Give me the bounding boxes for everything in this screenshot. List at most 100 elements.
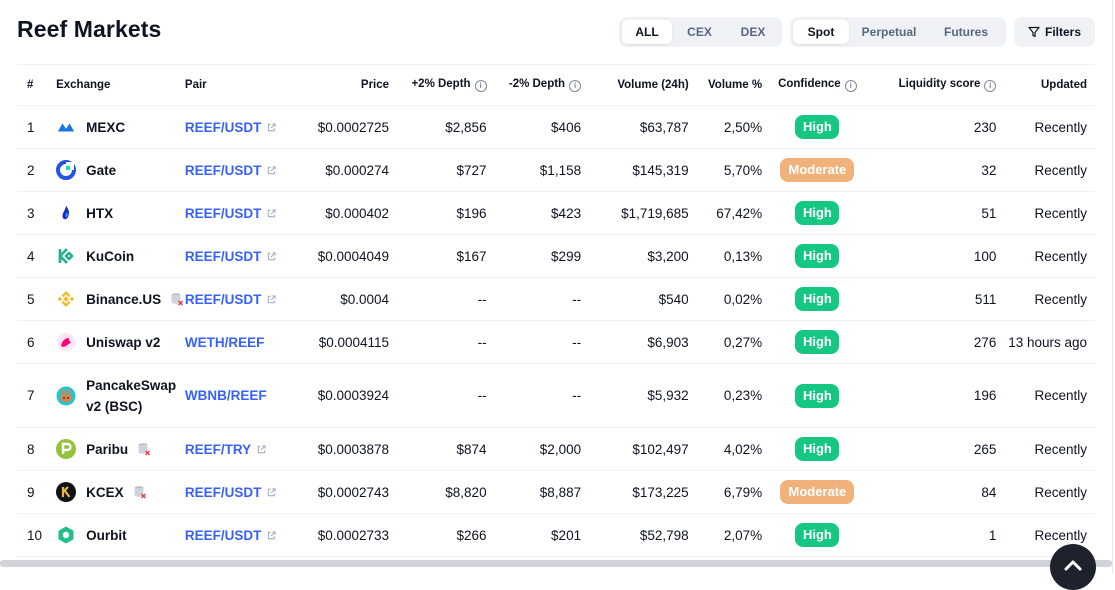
pair-cell[interactable]: WBNB/REEF: [184, 363, 284, 428]
horizontal-scrollbar[interactable]: [0, 560, 1112, 567]
external-link-icon[interactable]: [267, 166, 277, 175]
exchange-cell[interactable]: MEXC: [34, 105, 185, 149]
pair-link[interactable]: WETH/REEF: [184, 334, 265, 350]
paribu-logo-icon: [56, 439, 77, 459]
exchange-name[interactable]: Gate: [86, 162, 117, 178]
info-icon[interactable]: i: [474, 80, 487, 92]
tab-dex[interactable]: DEX: [740, 25, 766, 39]
table-row[interactable]: 4 KuCoin REEF/USDT $0.0004049 $167 $299 $3,200…: [17, 234, 1095, 278]
pair-cell[interactable]: REEF/USDT: [184, 234, 284, 278]
col-volume-pct[interactable]: Volume %: [688, 64, 763, 106]
info-icon[interactable]: i: [844, 80, 857, 92]
pair-cell[interactable]: REEF/USDT: [184, 191, 284, 235]
tab-perpetual[interactable]: Perpetual: [861, 25, 917, 39]
pair-link[interactable]: REEF/USDT: [184, 248, 262, 264]
confidence-badge: High: [795, 115, 840, 139]
exchange-cell[interactable]: KuCoin: [34, 234, 185, 278]
tab-spot[interactable]: Spot: [793, 20, 849, 44]
external-link-icon[interactable]: [267, 488, 277, 497]
exchange-cell[interactable]: KCEX: [34, 470, 185, 514]
volume-pct-cell: 0,13%: [688, 234, 763, 278]
exchange-cell[interactable]: PancakeSwap v2 (BSC): [34, 363, 185, 428]
table-row[interactable]: 6 Uniswap v2 WETH/REEF $0.0004115 -- -- $6,903…: [17, 320, 1095, 364]
exchange-name[interactable]: MEXC: [86, 119, 126, 135]
tab-all[interactable]: ALL: [622, 20, 672, 44]
pair-link[interactable]: REEF/TRY: [184, 441, 252, 457]
external-link-icon[interactable]: [267, 209, 277, 218]
info-icon[interactable]: i: [569, 80, 582, 92]
scroll-to-top-button[interactable]: [1050, 544, 1096, 590]
table-row[interactable]: 2 Gate REEF/USDT $0.000274 $727 $1,158 $145,31…: [17, 148, 1095, 192]
pair-link[interactable]: REEF/USDT: [184, 119, 262, 135]
pair-cell[interactable]: REEF/USDT: [184, 148, 284, 192]
tab-futures[interactable]: Futures: [943, 25, 988, 39]
rank-cell: 7: [17, 363, 35, 428]
pair-cell[interactable]: REEF/USDT: [184, 105, 284, 149]
col-rank[interactable]: #: [17, 64, 35, 106]
pair-cell[interactable]: REEF/USDT: [184, 277, 284, 321]
exchange-name[interactable]: KCEX: [86, 484, 124, 500]
col-exchange[interactable]: Exchange: [34, 64, 185, 106]
external-link-icon[interactable]: [267, 252, 277, 261]
exchange-name[interactable]: HTX: [86, 205, 114, 221]
pair-cell[interactable]: REEF/TRY: [184, 427, 284, 471]
external-link-icon[interactable]: [257, 445, 266, 454]
exchange-cell[interactable]: Uniswap v2: [34, 320, 185, 364]
exchange-name[interactable]: KuCoin: [86, 248, 135, 264]
col-updated[interactable]: Updated: [996, 64, 1095, 106]
table-row[interactable]: 5 Binance.US REEF/USDT $0.0004 -- -- $540 0,02%…: [17, 277, 1095, 321]
tab-cex[interactable]: CEX: [687, 25, 712, 39]
pair-link[interactable]: WBNB/REEF: [184, 388, 267, 403]
col-volume[interactable]: Volume (24h): [581, 64, 689, 106]
external-link-icon[interactable]: [267, 295, 277, 304]
exchange-name[interactable]: Paribu: [86, 441, 129, 457]
exchange-cell[interactable]: HTX: [34, 191, 185, 235]
external-link-icon[interactable]: [267, 123, 277, 132]
price-cell: $0.0002725: [283, 105, 390, 149]
exchange-cell[interactable]: Binance.US: [34, 277, 185, 321]
updated-cell: Recently: [996, 105, 1095, 149]
confidence-cell: Moderate: [762, 470, 873, 514]
depth-plus-cell: $727: [389, 148, 487, 192]
htx-logo-icon: [56, 203, 76, 223]
pair-link[interactable]: REEF/USDT: [184, 527, 262, 543]
info-icon[interactable]: i: [984, 80, 997, 92]
exchange-cell[interactable]: Ourbit: [34, 513, 185, 557]
market-type-toggle: ALL CEX DEX: [619, 17, 782, 47]
table-row[interactable]: 10 Ourbit REEF/USDT $0.0002733 $266 $201 $52,7…: [17, 513, 1095, 557]
col-pair[interactable]: Pair: [184, 64, 284, 106]
filters-button[interactable]: Filters: [1014, 17, 1095, 47]
pair-link[interactable]: REEF/USDT: [184, 162, 262, 178]
exchange-name[interactable]: Binance.US: [86, 291, 162, 307]
col-depth-plus[interactable]: +2% Depth i: [389, 64, 487, 106]
depth-minus-cell: --: [486, 320, 582, 364]
exchange-cell[interactable]: Gate: [34, 148, 185, 192]
pair-cell[interactable]: REEF/USDT: [184, 513, 284, 557]
exchange-name[interactable]: Ourbit: [86, 527, 127, 543]
pair-cell[interactable]: REEF/USDT: [184, 470, 284, 514]
table-row[interactable]: 8 Paribu REEF/TRY $0.0003878 $874 $2,000 $102,…: [17, 427, 1095, 471]
binance-logo-icon: [56, 289, 76, 309]
table-row[interactable]: 1 MEXC REEF/USDT $0.0002725 $2,856 $406 $63,78…: [17, 105, 1095, 149]
table-row[interactable]: 7 PancakeSwap v2 (BSC) WBNB/REEF $0.0003924-…: [17, 363, 1095, 428]
liquidity-cell: 265: [872, 427, 997, 471]
exchange-cell[interactable]: Paribu: [34, 427, 185, 471]
col-price[interactable]: Price: [283, 64, 390, 106]
pair-cell[interactable]: WETH/REEF: [184, 320, 284, 364]
liquidity-cell: 230: [872, 105, 997, 149]
col-confidence[interactable]: Confidence i: [762, 64, 873, 106]
exchange-name[interactable]: Uniswap v2: [86, 334, 161, 350]
col-liquidity[interactable]: Liquidity score i: [872, 64, 997, 106]
exchange-name[interactable]: PancakeSwap v2 (BSC): [86, 377, 177, 414]
volume-pct-cell: 0,02%: [688, 277, 763, 321]
table-row[interactable]: 9 KCEX REEF/USDT $0.0002743 $8,820 $8,887 $173…: [17, 470, 1095, 514]
table-row[interactable]: 3 HTX REEF/USDT $0.000402 $196 $423 $1,719,685…: [17, 191, 1095, 235]
confidence-badge: Moderate: [780, 158, 855, 182]
pair-link[interactable]: REEF/USDT: [184, 484, 262, 500]
liquidity-cell: 32: [872, 148, 997, 192]
volume-cell: $540: [581, 277, 689, 321]
pair-link[interactable]: REEF/USDT: [184, 291, 262, 307]
external-link-icon[interactable]: [267, 531, 277, 540]
col-depth-minus[interactable]: -2% Depth i: [486, 64, 582, 106]
pair-link[interactable]: REEF/USDT: [184, 205, 262, 221]
